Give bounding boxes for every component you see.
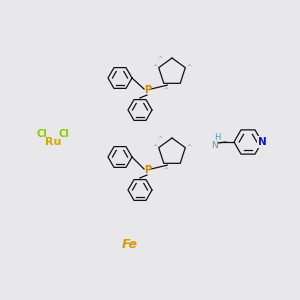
Text: N: N xyxy=(258,137,266,147)
Text: ^: ^ xyxy=(152,64,158,69)
Text: ^: ^ xyxy=(164,167,169,172)
Text: ^: ^ xyxy=(152,144,158,149)
Text: ^: ^ xyxy=(164,87,169,92)
Text: Cl: Cl xyxy=(58,129,69,139)
Text: Cl: Cl xyxy=(37,129,47,139)
Text: P: P xyxy=(144,85,152,95)
Text: ^: ^ xyxy=(187,64,192,69)
Text: Ru: Ru xyxy=(45,137,61,147)
Text: ^: ^ xyxy=(158,136,163,141)
Text: N: N xyxy=(211,140,218,149)
Text: ^: ^ xyxy=(187,144,192,149)
Text: H: H xyxy=(214,133,220,142)
Text: Fe: Fe xyxy=(122,238,138,251)
Text: P: P xyxy=(144,165,152,175)
Text: ^: ^ xyxy=(158,56,163,61)
